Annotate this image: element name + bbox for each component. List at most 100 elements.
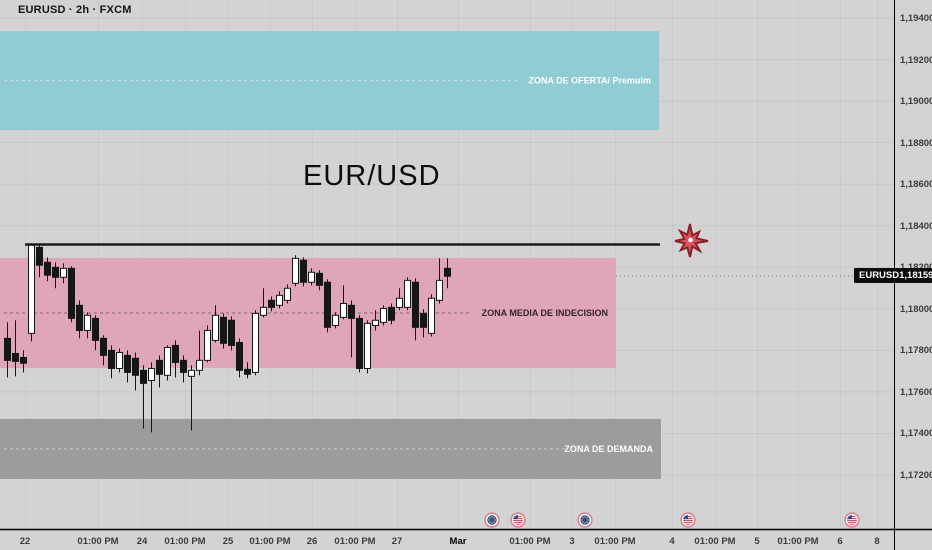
candle bbox=[148, 362, 155, 433]
last-price-badge-symbol: EURUSD bbox=[859, 270, 900, 282]
us-flag-event-icon[interactable] bbox=[680, 512, 696, 533]
candle-body bbox=[188, 369, 195, 377]
candle-body bbox=[388, 306, 395, 321]
candle-body bbox=[60, 267, 67, 278]
candle bbox=[188, 365, 195, 431]
candle-body bbox=[284, 287, 291, 301]
last-price-badge: EURUSD 1,18159 bbox=[854, 268, 932, 284]
candle bbox=[212, 305, 219, 343]
time-tick-label: 01:00 PM bbox=[694, 536, 736, 547]
us-flag-event-icon[interactable] bbox=[844, 512, 860, 533]
candle bbox=[372, 310, 379, 331]
candle-body bbox=[444, 267, 451, 277]
candle bbox=[324, 279, 331, 333]
candle bbox=[92, 315, 99, 351]
candle bbox=[236, 338, 243, 378]
candle-body bbox=[4, 337, 11, 361]
candle bbox=[284, 284, 291, 304]
time-tick-label: 25 bbox=[222, 536, 234, 547]
candle bbox=[244, 362, 251, 379]
time-tick-label: 8 bbox=[874, 536, 880, 547]
burst-center-sparkle bbox=[688, 237, 693, 243]
candle-body bbox=[348, 304, 355, 319]
candle-body bbox=[364, 322, 371, 369]
us-flag-event-icon[interactable] bbox=[510, 512, 526, 533]
candle-body bbox=[372, 319, 379, 326]
candle bbox=[132, 352, 139, 391]
candle-body bbox=[412, 281, 419, 328]
candle bbox=[348, 300, 355, 358]
time-tick-label: 01:00 PM bbox=[164, 536, 206, 547]
candle bbox=[124, 350, 131, 383]
candle-body bbox=[76, 304, 83, 331]
time-tick-label: 24 bbox=[136, 536, 148, 547]
candle-body bbox=[92, 317, 99, 341]
candle bbox=[68, 266, 75, 323]
candle bbox=[276, 291, 283, 309]
candle bbox=[116, 348, 123, 373]
price-tick-label: 1,18400 bbox=[900, 220, 932, 232]
candle-body bbox=[332, 314, 339, 326]
burst-icon[interactable] bbox=[674, 223, 709, 258]
candle-body bbox=[44, 261, 51, 276]
candle-body bbox=[52, 266, 59, 278]
candle bbox=[340, 285, 347, 320]
candle-body bbox=[84, 314, 91, 331]
time-tick-label: 01:00 PM bbox=[509, 536, 551, 547]
candle-body bbox=[244, 368, 251, 375]
candle-body bbox=[268, 299, 275, 308]
candle-body bbox=[148, 367, 155, 381]
candle-body bbox=[140, 369, 147, 384]
symbol-description: EURUSD · 2h · FXCM bbox=[18, 4, 132, 16]
candle bbox=[228, 316, 235, 351]
candle-body bbox=[108, 349, 115, 369]
candle bbox=[60, 263, 67, 284]
candle bbox=[156, 355, 163, 388]
candle bbox=[4, 322, 11, 378]
candle bbox=[220, 313, 227, 349]
candle-body bbox=[396, 297, 403, 308]
candle bbox=[180, 355, 187, 383]
last-price-badge-value: 1,18159 bbox=[899, 270, 932, 282]
candle-body bbox=[236, 341, 243, 371]
price-tick-label: 1,18200 bbox=[900, 262, 932, 273]
eu-flag-event-icon[interactable] bbox=[484, 512, 500, 533]
candle bbox=[12, 320, 19, 377]
candle-body bbox=[252, 312, 259, 373]
candle-body bbox=[420, 312, 427, 328]
candle bbox=[196, 330, 203, 376]
candle-body bbox=[116, 351, 123, 369]
candle-body bbox=[164, 346, 171, 376]
price-tick-label: 1,17400 bbox=[900, 428, 932, 440]
candle-body bbox=[340, 302, 347, 318]
candle-body bbox=[12, 352, 19, 362]
chart-title-text-drawing[interactable]: EUR/USD bbox=[303, 160, 441, 192]
candle bbox=[44, 257, 51, 282]
candle-body bbox=[124, 354, 131, 373]
candle bbox=[420, 309, 427, 338]
candle-body bbox=[276, 294, 283, 306]
candle bbox=[396, 288, 403, 311]
time-tick-label: 4 bbox=[669, 536, 675, 547]
price-tick-label: 1,19400 bbox=[900, 13, 932, 25]
eu-flag-event-icon[interactable] bbox=[577, 512, 593, 533]
candle bbox=[164, 345, 171, 381]
candle-body bbox=[212, 314, 219, 341]
candle bbox=[108, 345, 115, 379]
price-axis[interactable]: 1,19400 1,19200 1,19000 1,18800 1,18600 1,184… bbox=[895, 0, 932, 529]
candle-body bbox=[100, 337, 107, 356]
time-tick-label: 27 bbox=[391, 536, 403, 547]
candle bbox=[308, 268, 315, 286]
candle bbox=[252, 310, 259, 376]
candle-body bbox=[356, 317, 363, 369]
candle bbox=[52, 262, 59, 289]
candle-body bbox=[324, 281, 331, 328]
candle bbox=[412, 278, 419, 341]
price-tick-label: 1,18800 bbox=[900, 137, 932, 149]
candle-body bbox=[180, 359, 187, 373]
zone-supply-label: ZONA DE OFERTA/ Premuim bbox=[528, 76, 651, 86]
candle bbox=[84, 312, 91, 339]
candle bbox=[28, 243, 35, 342]
